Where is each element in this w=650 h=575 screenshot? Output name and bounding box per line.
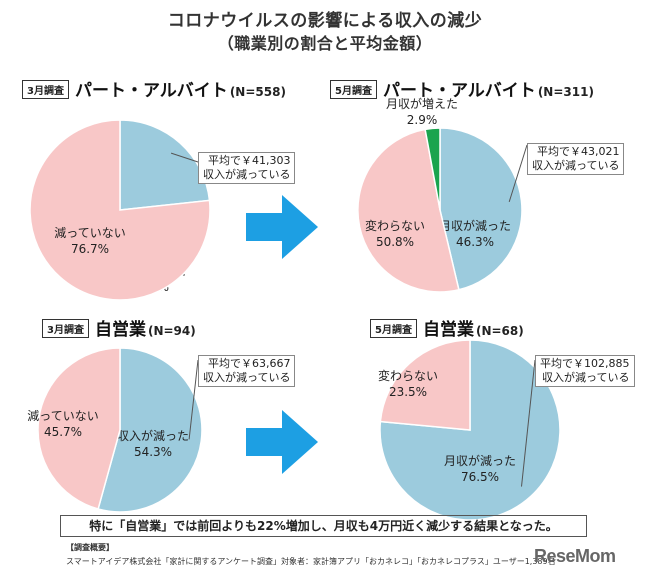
slice-value-label: 76.5% [461, 470, 499, 484]
sample-size: (N=558) [229, 85, 286, 99]
summary-box: 特に「自営業」では前回よりも22%増加し、月収も4万円近く減少する結果となった。 [60, 515, 587, 537]
pie-chart-may-selfemployed: 月収が減った 76.5% 変わらない 23.5% [378, 339, 561, 521]
footnote-heading: 【調査概要】 [66, 543, 114, 552]
leader-line [521, 359, 536, 487]
slice-value-label: 50.8% [376, 235, 414, 249]
survey-badge: 3月調査 [42, 319, 89, 338]
survey-badge: 5月調査 [370, 319, 417, 338]
right-arrow-icon [246, 410, 318, 474]
average-amount: 平均で￥41,303 [207, 154, 291, 167]
average-note: 収入が減っている [203, 371, 291, 384]
pie-slice-unchanged [37, 347, 121, 510]
pie-chart-may-parttime: 月収が減った 46.3% 変わらない 50.8% 月収が増えた 2.9% [357, 96, 528, 293]
slice-label: 変わらない [365, 218, 425, 233]
right-arrow-icon [246, 195, 318, 259]
average-amount: 平均で￥63,667 [207, 357, 291, 370]
pie-slice-unchanged [379, 339, 471, 431]
pie-slice-unchanged [29, 119, 211, 301]
average-note: 収入が減っている [532, 159, 620, 172]
panel-header-may-selfemployed: 5月調査 自営業 (N=68) [370, 315, 524, 340]
slice-label: 変わらない [378, 368, 438, 383]
survey-badge: 5月調査 [330, 80, 377, 99]
chart-subtitle: （職業別の割合と平均金額） [217, 34, 433, 53]
segment-name: パート・アルバイト [382, 81, 536, 101]
slice-value-label: 76.7% [71, 242, 109, 256]
chart-title: コロナウイルスの影響による収入の減少 [167, 11, 483, 31]
average-box-may-selfemployed: 平均で￥102,885 収入が減っている [535, 355, 635, 387]
footnote-text: スマートアイデア株式会社「家計に関するアンケート調査」対象者：家計簿アプリ「おカ… [66, 557, 556, 566]
panel-header-march-parttime: 3月調査 パート・アルバイト (N=558) [22, 76, 286, 101]
slice-label: 減っていない [54, 225, 125, 240]
slice-value-label: 45.7% [44, 425, 82, 439]
average-note: 収入が減っている [542, 371, 630, 384]
pie-slice-unchanged [357, 128, 460, 293]
pie-slice-increased [424, 127, 441, 211]
pie-slice-decreased [97, 347, 203, 513]
slice-value-label: 23.5% [389, 385, 427, 399]
average-box-may-parttime: 平均で￥43,021 収入が減っている [527, 143, 625, 175]
resemom-logo: ReseMom [534, 546, 616, 566]
slice-label: 減っていない [27, 408, 98, 423]
pie-slice-decreased [439, 127, 523, 291]
leader-line [188, 359, 199, 440]
pie-chart-march-selfemployed: 収入が減った 54.3% 減っていない 45.7% [27, 347, 203, 513]
average-box-march-parttime: 平均で￥41,303 収入が減っている [198, 152, 296, 184]
slice-value-label: 46.3% [456, 235, 494, 249]
slice-label: 月収が減った [444, 453, 516, 468]
segment-name: 自営業 [94, 320, 146, 340]
slice-label: 月収が増えた [386, 96, 458, 111]
slice-value-label: 2.9% [407, 113, 438, 127]
panel-header-may-parttime: 5月調査 パート・アルバイト (N=311) [330, 76, 594, 101]
average-amount: 平均で￥43,021 [536, 145, 620, 158]
average-note: 収入が減っている [203, 168, 291, 181]
slice-label: 月収が減った [439, 218, 511, 233]
sample-size: (N=311) [537, 85, 594, 99]
panel-header-march-selfemployed: 3月調査 自営業 (N=94) [42, 315, 196, 340]
average-amount: 平均で￥102,885 [540, 357, 630, 370]
pie-slice-decreased [119, 119, 211, 211]
average-box-march-selfemployed: 平均で￥63,667 収入が減っている [198, 355, 296, 387]
slice-value-label: 54.3% [134, 445, 172, 459]
sample-size: (N=94) [147, 324, 196, 338]
slice-label: 収入が減った [117, 428, 189, 443]
survey-badge: 3月調査 [22, 80, 69, 99]
sample-size: (N=68) [475, 324, 524, 338]
leader-line [170, 152, 199, 163]
segment-name: 自営業 [422, 320, 474, 340]
leader-line [508, 144, 528, 203]
segment-name: パート・アルバイト [74, 81, 228, 101]
